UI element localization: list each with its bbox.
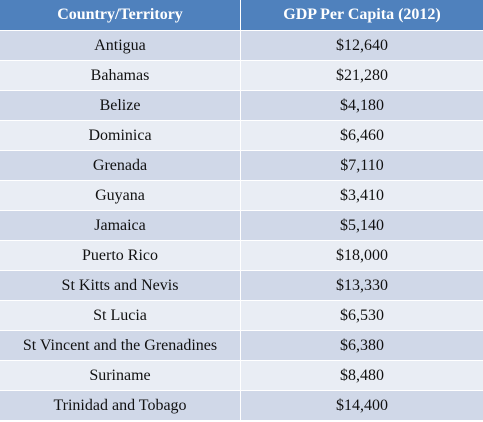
gdp-cell: $14,400 — [240, 391, 483, 421]
gdp-cell: $4,180 — [240, 91, 483, 121]
gdp-cell: $6,380 — [240, 331, 483, 361]
gdp-cell: $6,530 — [240, 301, 483, 331]
gdp-cell: $7,110 — [240, 151, 483, 181]
gdp-cell: $18,000 — [240, 241, 483, 271]
gdp-cell: $3,410 — [240, 181, 483, 211]
header-gdp: GDP Per Capita (2012) — [240, 0, 483, 31]
country-cell: Jamaica — [0, 211, 240, 241]
gdp-cell: $13,330 — [240, 271, 483, 301]
country-cell: Dominica — [0, 121, 240, 151]
table-row: St Lucia $6,530 — [0, 301, 483, 331]
country-cell: Trinidad and Tobago — [0, 391, 240, 421]
table-row: Guyana $3,410 — [0, 181, 483, 211]
country-cell: Grenada — [0, 151, 240, 181]
gdp-cell: $5,140 — [240, 211, 483, 241]
table-row: Bahamas $21,280 — [0, 61, 483, 91]
country-cell: Bahamas — [0, 61, 240, 91]
gdp-cell: $6,460 — [240, 121, 483, 151]
table-header: Country/Territory GDP Per Capita (2012) — [0, 0, 483, 31]
table-row: Antigua $12,640 — [0, 31, 483, 61]
country-cell: Suriname — [0, 361, 240, 391]
table-row: St Vincent and the Grenadines $6,380 — [0, 331, 483, 361]
country-cell: Puerto Rico — [0, 241, 240, 271]
gdp-cell: $21,280 — [240, 61, 483, 91]
country-cell: Antigua — [0, 31, 240, 61]
country-cell: Belize — [0, 91, 240, 121]
header-row: Country/Territory GDP Per Capita (2012) — [0, 0, 483, 31]
table-row: Belize $4,180 — [0, 91, 483, 121]
table-row: St Kitts and Nevis $13,330 — [0, 271, 483, 301]
gdp-cell: $12,640 — [240, 31, 483, 61]
table-body: Antigua $12,640 Bahamas $21,280 Belize $… — [0, 31, 483, 421]
table-row: Jamaica $5,140 — [0, 211, 483, 241]
table-row: Trinidad and Tobago $14,400 — [0, 391, 483, 421]
table-row: Dominica $6,460 — [0, 121, 483, 151]
country-cell: St Lucia — [0, 301, 240, 331]
country-cell: St Kitts and Nevis — [0, 271, 240, 301]
country-cell: Guyana — [0, 181, 240, 211]
header-country: Country/Territory — [0, 0, 240, 31]
table-row: Suriname $8,480 — [0, 361, 483, 391]
country-cell: St Vincent and the Grenadines — [0, 331, 240, 361]
table-row: Grenada $7,110 — [0, 151, 483, 181]
gdp-cell: $8,480 — [240, 361, 483, 391]
table-row: Puerto Rico $18,000 — [0, 241, 483, 271]
